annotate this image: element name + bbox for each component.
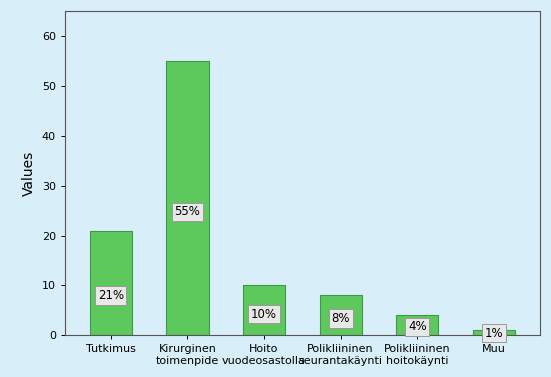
Text: 10%: 10%	[251, 308, 277, 321]
Bar	[90, 231, 132, 335]
Bar	[166, 61, 208, 335]
Text: 4%: 4%	[408, 320, 426, 333]
Text: 21%: 21%	[98, 289, 124, 302]
Text: 8%: 8%	[331, 312, 350, 325]
Bar	[396, 315, 439, 335]
Text: 1%: 1%	[484, 327, 503, 340]
Text: 55%: 55%	[175, 205, 201, 218]
Bar	[243, 285, 285, 335]
Y-axis label: Values: Values	[22, 150, 36, 196]
Bar	[473, 330, 515, 335]
Bar	[320, 295, 362, 335]
